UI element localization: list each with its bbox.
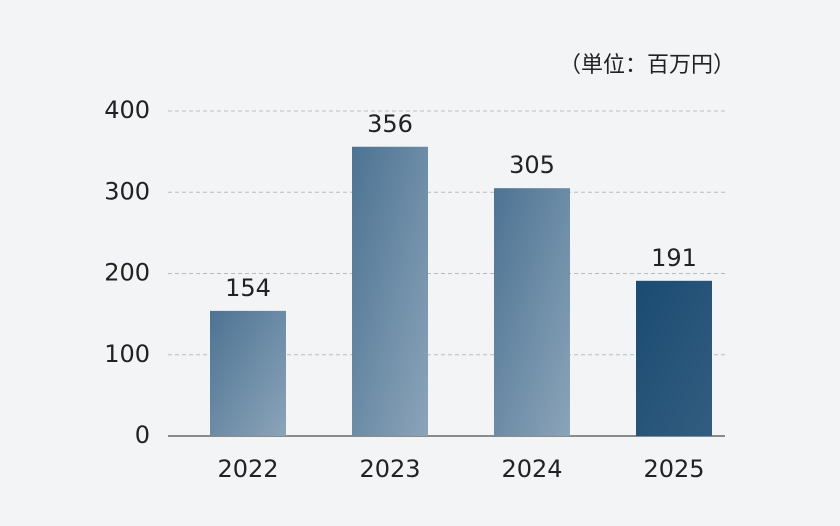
bar <box>636 280 712 436</box>
y-tick-label: 400 <box>104 96 150 124</box>
value-label: 154 <box>225 274 271 302</box>
x-tick-label: 2022 <box>217 455 278 483</box>
x-tick-label: 2025 <box>643 455 704 483</box>
x-tick-label: 2023 <box>359 455 420 483</box>
x-tick-label: 2024 <box>501 455 562 483</box>
bar <box>352 146 428 436</box>
value-label: 191 <box>651 244 697 272</box>
value-label: 356 <box>367 110 413 138</box>
y-tick-label: 0 <box>135 421 150 449</box>
y-tick-label: 200 <box>104 259 150 287</box>
bar <box>210 310 286 436</box>
y-tick-label: 100 <box>104 340 150 368</box>
y-tick-label: 300 <box>104 177 150 205</box>
value-label: 305 <box>509 151 555 179</box>
unit-label: （単位：百万円） <box>559 53 735 78</box>
bar <box>494 188 570 436</box>
